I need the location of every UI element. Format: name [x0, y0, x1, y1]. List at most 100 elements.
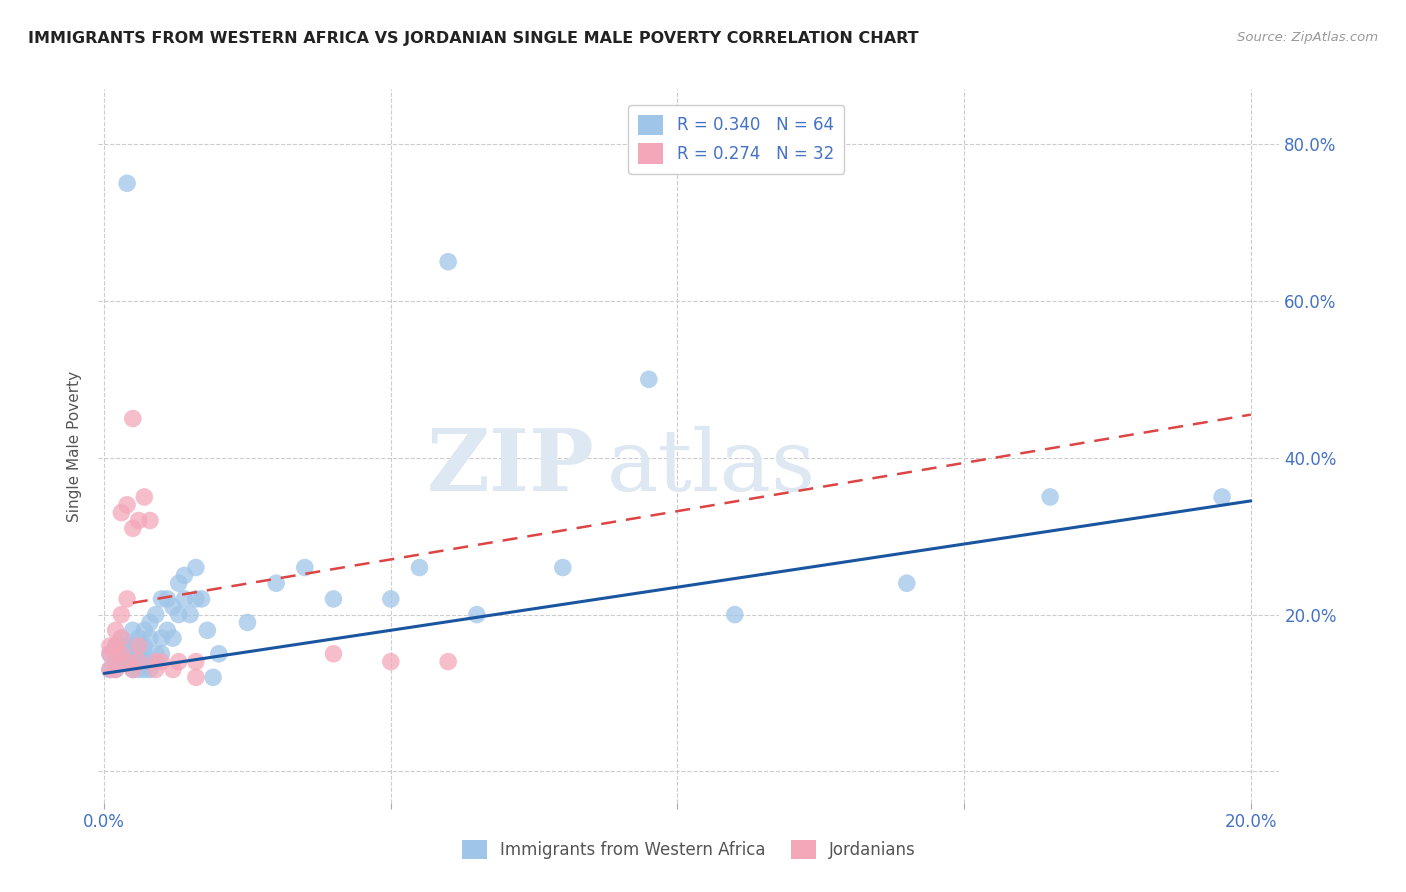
Point: [128, 514, 150, 528]
Point: [104, 663, 127, 677]
Legend: Immigrants from Western Africa, Jordanians: Immigrants from Western Africa, Jordania…: [456, 834, 922, 866]
Point: [184, 670, 207, 684]
Point: [110, 655, 132, 669]
Point: [156, 624, 179, 638]
Point: [121, 624, 143, 638]
Point: [110, 607, 132, 622]
Point: [145, 663, 167, 677]
Point: [167, 655, 190, 669]
Point: [380, 655, 402, 669]
Text: IMMIGRANTS FROM WESTERN AFRICA VS JORDANIAN SINGLE MALE POVERTY CORRELATION CHAR: IMMIGRANTS FROM WESTERN AFRICA VS JORDAN…: [28, 31, 918, 46]
Point: [98, 663, 121, 677]
Point: [380, 591, 402, 606]
Point: [637, 372, 659, 386]
Point: [167, 607, 190, 622]
Point: [236, 615, 259, 630]
Point: [294, 560, 316, 574]
Point: [115, 498, 138, 512]
Point: [184, 560, 207, 574]
Point: [98, 647, 121, 661]
Point: [110, 647, 132, 661]
Point: [110, 655, 132, 669]
Point: [104, 647, 127, 661]
Point: [184, 591, 207, 606]
Point: [98, 663, 121, 677]
Point: [115, 655, 138, 669]
Point: [437, 254, 460, 268]
Point: [551, 560, 574, 574]
Point: [128, 663, 150, 677]
Point: [115, 647, 138, 661]
Point: [139, 631, 162, 645]
Point: [139, 655, 162, 669]
Point: [115, 591, 138, 606]
Point: [173, 591, 195, 606]
Point: [208, 647, 231, 661]
Point: [437, 655, 460, 669]
Text: ZIP: ZIP: [426, 425, 595, 509]
Point: [104, 663, 127, 677]
Point: [465, 607, 488, 622]
Point: [162, 599, 184, 614]
Point: [134, 490, 156, 504]
Text: Source: ZipAtlas.com: Source: ZipAtlas.com: [1237, 31, 1378, 45]
Point: [202, 670, 225, 684]
Y-axis label: Single Male Poverty: Single Male Poverty: [67, 370, 83, 522]
Point: [128, 655, 150, 669]
Point: [173, 568, 195, 582]
Point: [150, 655, 173, 669]
Point: [139, 514, 162, 528]
Point: [98, 647, 121, 661]
Point: [110, 631, 132, 645]
Point: [190, 591, 212, 606]
Point: [179, 607, 201, 622]
Point: [104, 624, 127, 638]
Point: [1039, 490, 1062, 504]
Point: [145, 655, 167, 669]
Point: [1211, 490, 1233, 504]
Point: [896, 576, 918, 591]
Point: [98, 639, 121, 653]
Point: [128, 639, 150, 653]
Point: [145, 607, 167, 622]
Point: [128, 639, 150, 653]
Point: [121, 663, 143, 677]
Point: [264, 576, 287, 591]
Point: [110, 631, 132, 645]
Point: [150, 647, 173, 661]
Point: [110, 639, 132, 653]
Point: [134, 655, 156, 669]
Point: [322, 591, 344, 606]
Point: [121, 521, 143, 535]
Text: atlas: atlas: [606, 425, 815, 509]
Point: [121, 411, 143, 425]
Point: [322, 647, 344, 661]
Point: [162, 663, 184, 677]
Point: [408, 560, 430, 574]
Point: [724, 607, 747, 622]
Point: [104, 639, 127, 653]
Point: [134, 647, 156, 661]
Point: [134, 639, 156, 653]
Point: [195, 624, 218, 638]
Point: [139, 615, 162, 630]
Point: [104, 655, 127, 669]
Point: [121, 639, 143, 653]
Point: [139, 663, 162, 677]
Point: [145, 647, 167, 661]
Point: [115, 176, 138, 190]
Point: [156, 591, 179, 606]
Point: [104, 639, 127, 653]
Point: [121, 663, 143, 677]
Point: [167, 576, 190, 591]
Point: [115, 655, 138, 669]
Point: [128, 631, 150, 645]
Point: [184, 655, 207, 669]
Point: [134, 663, 156, 677]
Point: [162, 631, 184, 645]
Point: [128, 647, 150, 661]
Point: [150, 631, 173, 645]
Point: [134, 624, 156, 638]
Point: [115, 639, 138, 653]
Point: [150, 591, 173, 606]
